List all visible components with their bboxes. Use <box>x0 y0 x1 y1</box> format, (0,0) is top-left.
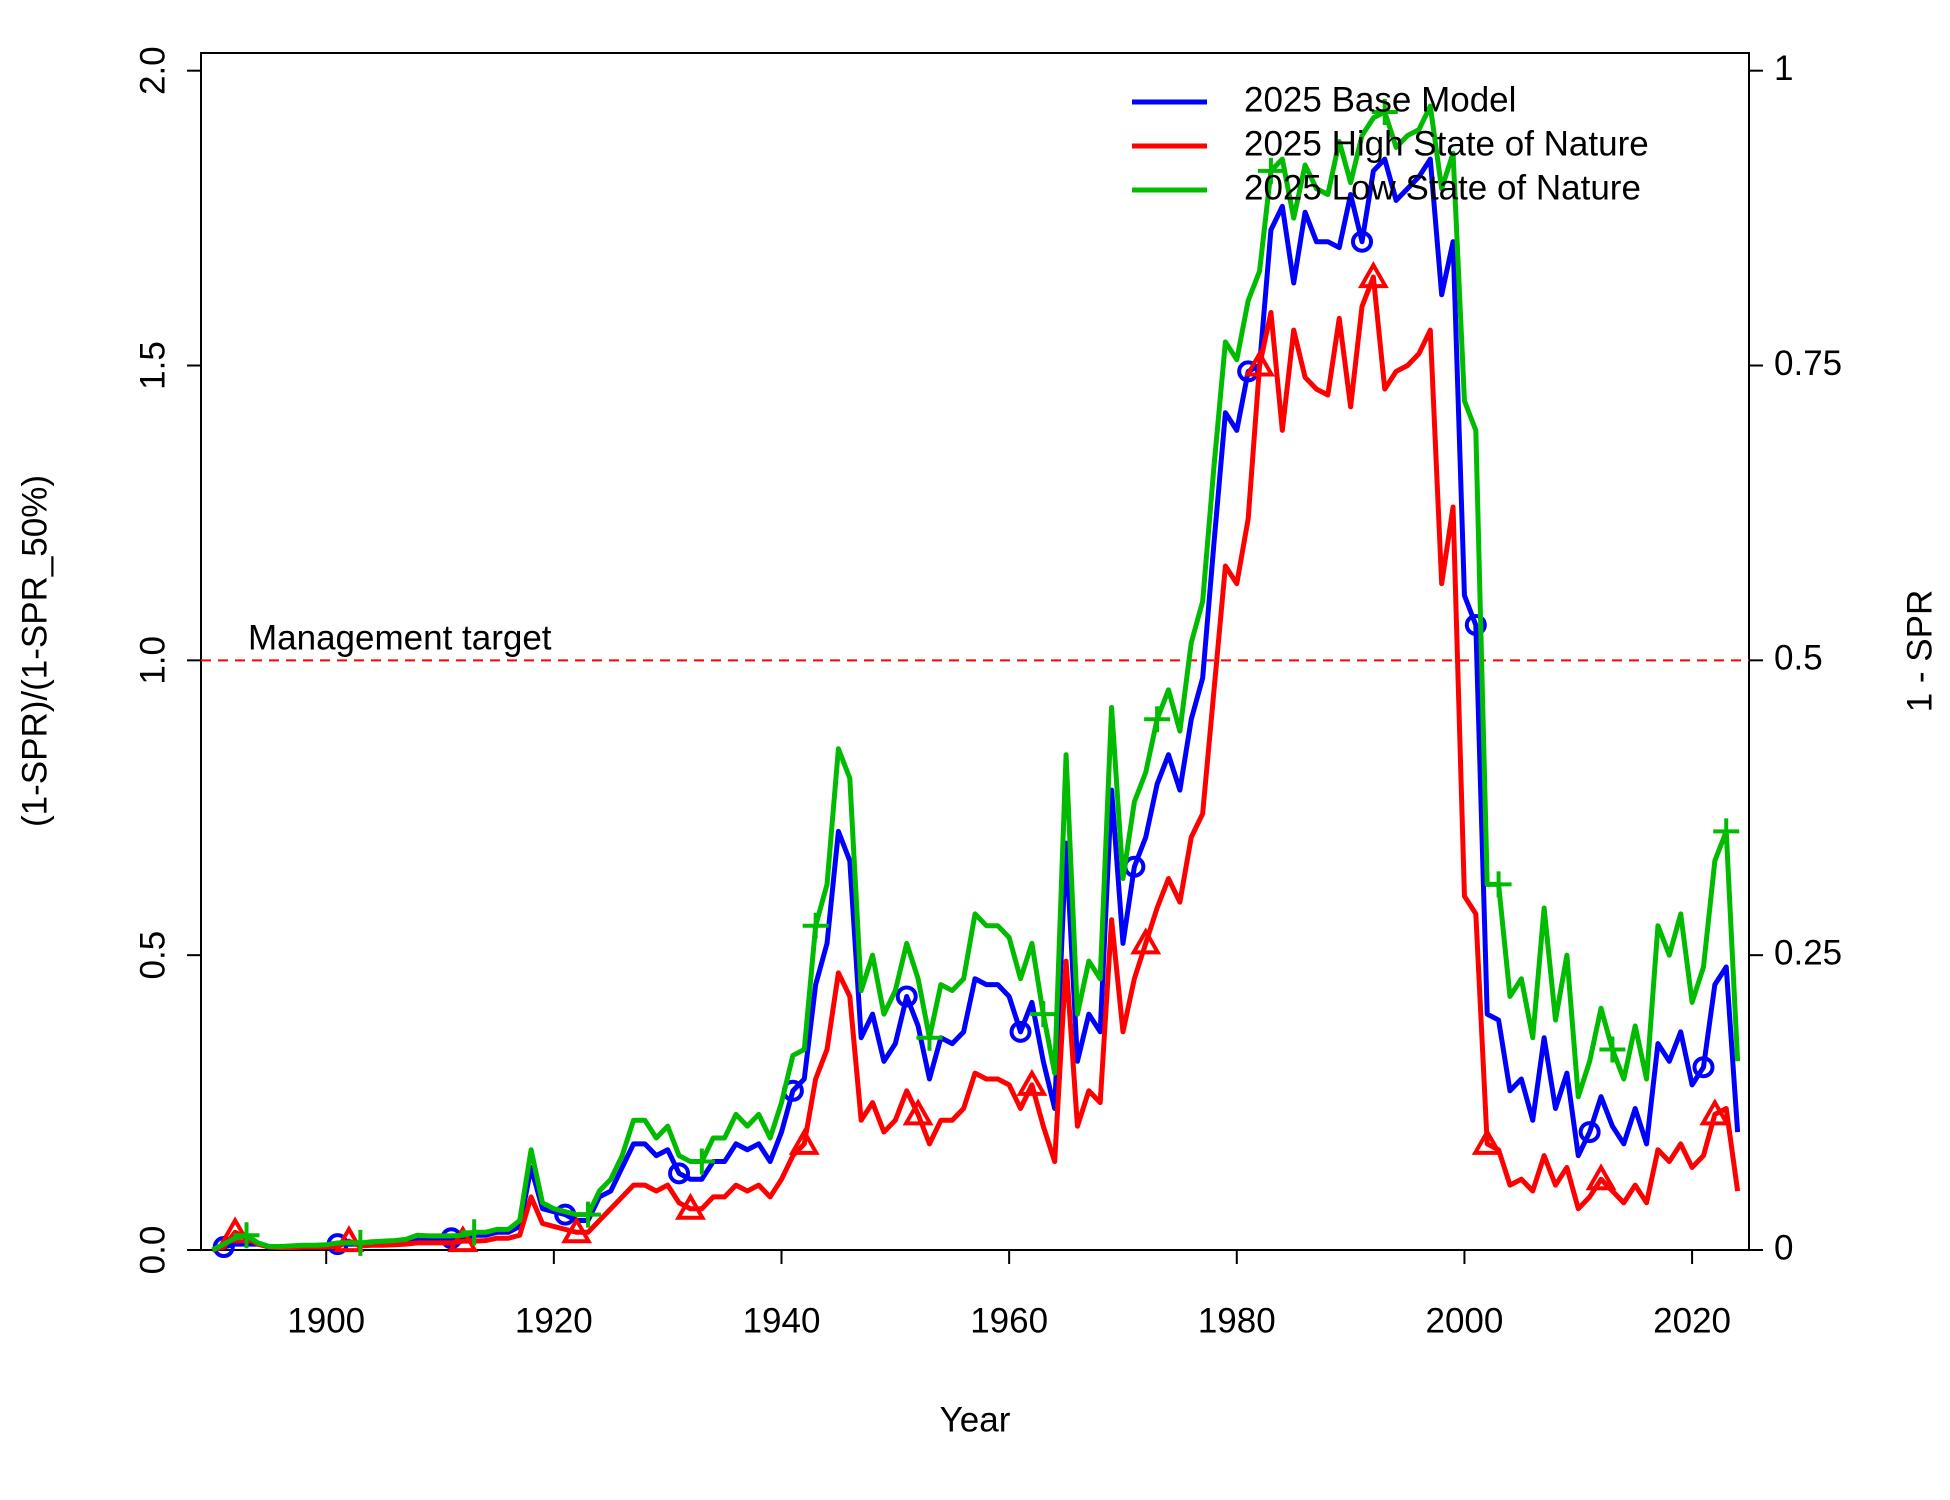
y2-tick-label: 0.25 <box>1774 933 1842 972</box>
x-tick-label: 2020 <box>1653 1301 1731 1340</box>
data-point <box>1351 230 1373 253</box>
y-tick-label: 0.0 <box>133 1226 172 1275</box>
data-point <box>788 1127 820 1155</box>
data-point <box>1699 1098 1731 1126</box>
data-point <box>561 1216 593 1244</box>
data-point <box>1030 1001 1057 1028</box>
y2-tick-label: 1 <box>1774 49 1793 88</box>
data-point <box>1371 98 1398 125</box>
data-point <box>347 1229 374 1256</box>
data-point <box>1464 613 1487 636</box>
data-point <box>688 1148 715 1175</box>
y-axis-label: (1-SPR)/(1-SPR_50%) <box>15 475 54 827</box>
data-point <box>461 1219 488 1246</box>
x-tick-label: 1980 <box>1198 1301 1276 1340</box>
legend-label: 2025 Base Model <box>1244 80 1516 119</box>
data-point <box>916 1024 943 1051</box>
y2-tick-label: 0.5 <box>1774 639 1823 678</box>
data-point <box>575 1201 601 1228</box>
y2-tick-label: 0 <box>1774 1228 1793 1267</box>
y2-tick-label: 0.75 <box>1774 344 1842 383</box>
series-line <box>211 156 1741 1253</box>
reference-label: Management target <box>248 619 552 658</box>
data-point <box>1144 706 1171 733</box>
y-tick-label: 1.0 <box>133 636 172 685</box>
series-line <box>211 274 1741 1253</box>
y-tick-label: 2.0 <box>133 46 172 95</box>
data-point <box>1130 927 1162 955</box>
data-point <box>1692 1056 1715 1079</box>
data-point <box>674 1192 706 1220</box>
data-point <box>895 985 918 1008</box>
data-point <box>233 1222 260 1249</box>
data-point <box>902 1098 934 1126</box>
data-point <box>1357 261 1389 289</box>
legend-label: 2025 Low State of Nature <box>1244 168 1641 207</box>
y-tick-label: 0.5 <box>133 931 172 980</box>
data-point <box>1257 157 1284 184</box>
data-point <box>1713 818 1740 845</box>
data-point <box>1009 1020 1032 1043</box>
legend-label: 2025 High State of Nature <box>1244 124 1649 163</box>
data-point <box>333 1225 365 1253</box>
data-point <box>1471 1127 1503 1155</box>
data-point <box>1578 1121 1601 1144</box>
data-point <box>219 1216 251 1244</box>
data-point <box>668 1162 691 1185</box>
x-axis-label: Year <box>940 1400 1011 1439</box>
x-tick-label: 1900 <box>287 1301 365 1340</box>
data-point <box>1244 349 1276 377</box>
data-point <box>1016 1068 1048 1096</box>
data-point <box>1485 871 1512 898</box>
data-point <box>802 912 829 939</box>
x-tick-label: 2000 <box>1426 1301 1504 1340</box>
data-point <box>1599 1036 1626 1063</box>
x-tick-label: 1960 <box>970 1301 1048 1340</box>
y2-axis-label: 1 - SPR <box>1900 590 1939 713</box>
x-tick-label: 1920 <box>515 1301 593 1340</box>
data-point <box>1585 1163 1617 1191</box>
y-tick-label: 1.5 <box>133 341 172 390</box>
x-tick-label: 1940 <box>743 1301 821 1340</box>
data-point <box>447 1225 479 1253</box>
